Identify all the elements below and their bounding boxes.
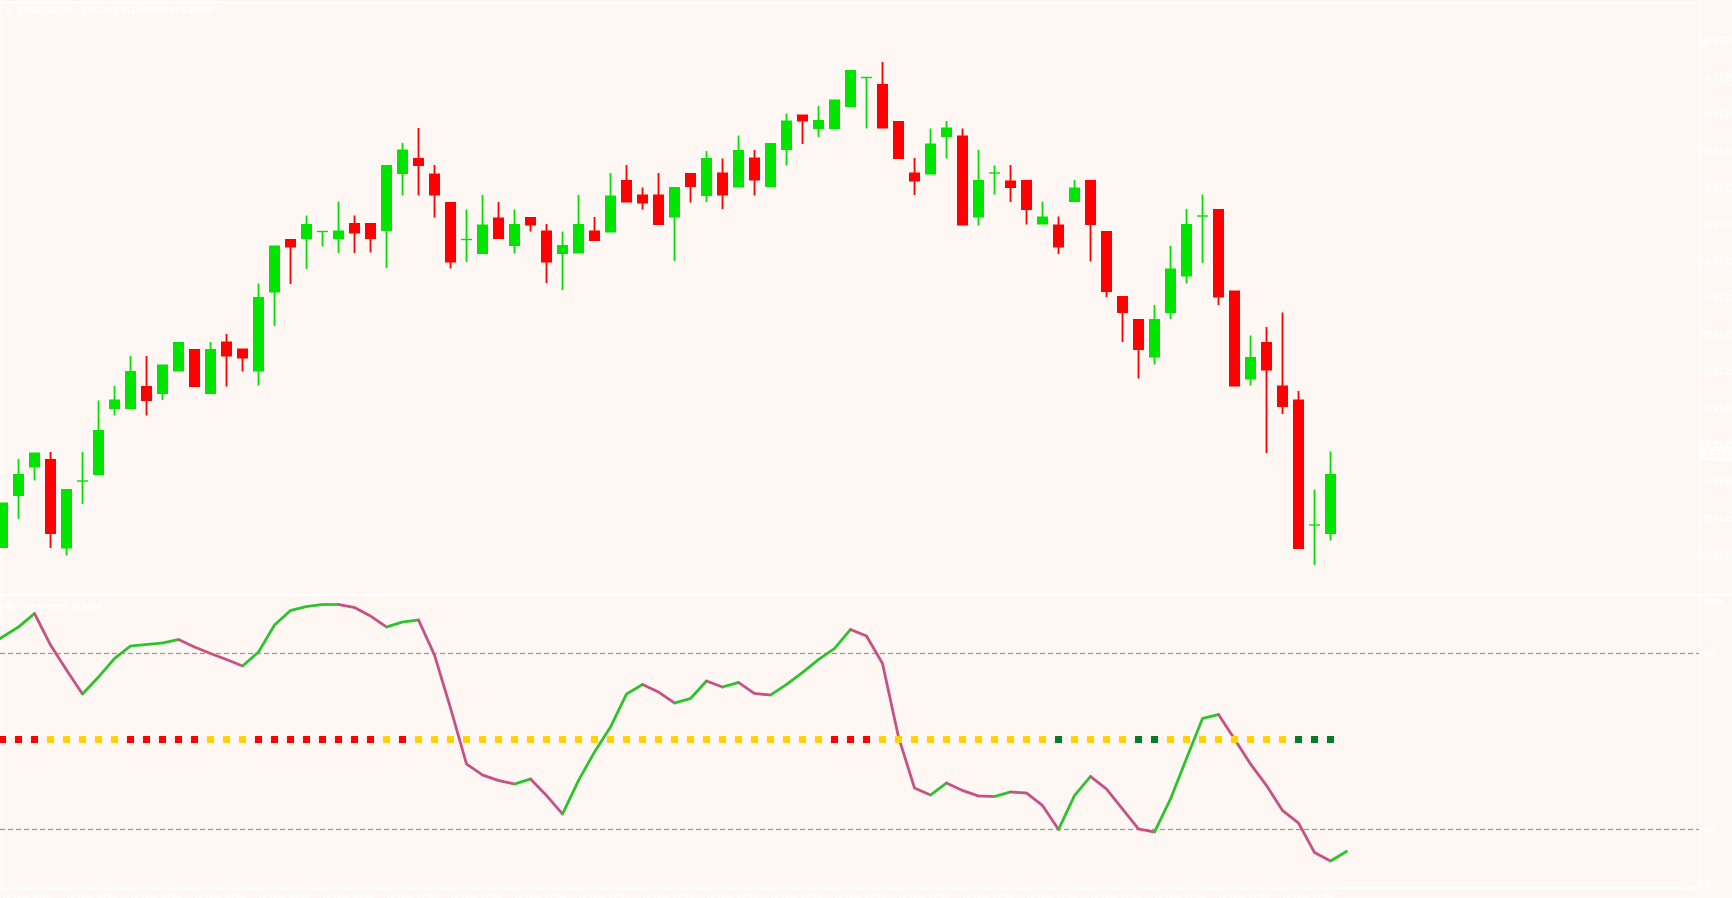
- svg-text:0.91210: 0.91210: [1705, 367, 1732, 378]
- svg-text:18 Dec 21:56: 18 Dec 21:56: [1282, 892, 1334, 898]
- svg-text:100: 100: [1705, 598, 1722, 609]
- svg-text:18 Dec 21:28: 18 Dec 21:28: [834, 892, 886, 898]
- svg-text:18 Dec 21:00: 18 Dec 21:00: [386, 892, 438, 898]
- svg-text:18 Dec 20:52: 18 Dec 20:52: [258, 892, 310, 898]
- svg-text:18 Dec 20:40: 18 Dec 20:40: [66, 892, 118, 898]
- svg-text:18 Dec 21:24: 18 Dec 21:24: [770, 892, 822, 898]
- svg-text:18 Dec 21:16: 18 Dec 21:16: [642, 892, 694, 898]
- svg-text:80: 80: [1705, 649, 1717, 660]
- svg-text:18 Dec 20:44: 18 Dec 20:44: [130, 892, 182, 898]
- svg-text:18 Dec 20:56: 18 Dec 20:56: [322, 892, 374, 898]
- svg-text:20: 20: [1705, 825, 1717, 836]
- svg-text:18 Dec 2025: 18 Dec 2025: [2, 892, 51, 898]
- svg-text:0.91245: 0.91245: [1705, 110, 1732, 121]
- svg-text:0.91188 0.91199 0.91187 0.9119: 0.91188 0.91199 0.91187 0.91196: [81, 6, 212, 16]
- svg-text:18 Dec 21:36: 18 Dec 21:36: [962, 892, 1014, 898]
- svg-text:18 Dec 21:04: 18 Dec 21:04: [450, 892, 502, 898]
- svg-text:18 Dec 21:12: 18 Dec 21:12: [578, 892, 630, 898]
- svg-text:0.91240: 0.91240: [1705, 146, 1732, 157]
- svg-text:0.91215: 0.91215: [1705, 330, 1732, 341]
- svg-text:0.91199: 0.91199: [1705, 450, 1732, 461]
- svg-text:18 Dec 21:32: 18 Dec 21:32: [898, 892, 950, 898]
- svg-text:0.91235: 0.91235: [1705, 183, 1732, 194]
- svg-text:AUDCAD,M1: AUDCAD,M1: [17, 6, 74, 16]
- svg-text:0.91225: 0.91225: [1705, 257, 1732, 268]
- svg-text:18 Dec 21:08: 18 Dec 21:08: [514, 892, 566, 898]
- svg-text:0.91220: 0.91220: [1705, 293, 1732, 304]
- svg-text:18 Dec 20:48: 18 Dec 20:48: [194, 892, 246, 898]
- svg-text:0.91195: 0.91195: [1705, 477, 1732, 488]
- svg-text:0: 0: [1705, 879, 1711, 890]
- svg-text:0.91185: 0.91185: [1705, 550, 1732, 561]
- svg-text:0.91230: 0.91230: [1705, 220, 1732, 231]
- svg-text:18 Dec 21:52: 18 Dec 21:52: [1218, 892, 1270, 898]
- svg-text:0.91200: 0.91200: [1705, 440, 1732, 451]
- svg-text:Rsx (7) 50.0000 12.6339: Rsx (7) 50.0000 12.6339: [5, 602, 102, 612]
- svg-text:18 Dec 21:20: 18 Dec 21:20: [706, 892, 758, 898]
- svg-text:18 Dec 21:44: 18 Dec 21:44: [1090, 892, 1142, 898]
- svg-text:0.91205: 0.91205: [1705, 403, 1732, 414]
- svg-text:0.91250: 0.91250: [1705, 73, 1732, 84]
- svg-text:0.91255: 0.91255: [1705, 36, 1732, 47]
- svg-text:18 Dec 21:48: 18 Dec 21:48: [1154, 892, 1206, 898]
- svg-text:18 Dec 21:40: 18 Dec 21:40: [1026, 892, 1078, 898]
